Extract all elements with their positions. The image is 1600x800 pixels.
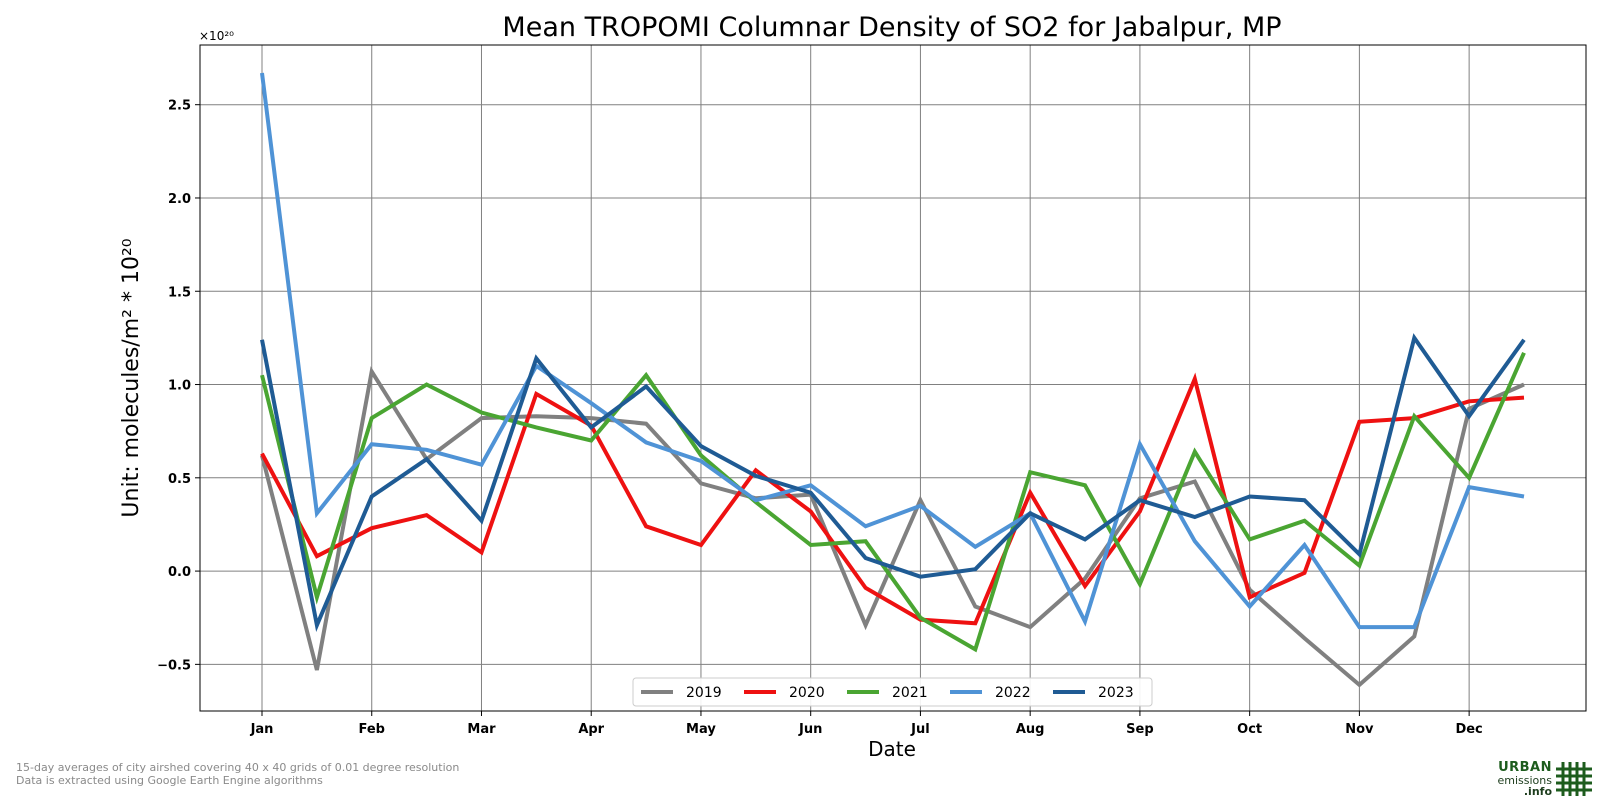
legend: 2019 2020 2021 2022 2023 bbox=[632, 677, 1153, 707]
series-line-2019 bbox=[260, 366, 1525, 688]
grid-logo-icon bbox=[1556, 762, 1592, 796]
y-tick-label: 1.5 bbox=[168, 285, 191, 300]
y-tick-label: 2.0 bbox=[168, 192, 191, 207]
y-axis: −0.5 0.0 0.5 1.0 1.5 2.0 2.5 bbox=[157, 99, 200, 673]
legend-label-2023: 2023 bbox=[1098, 685, 1134, 701]
y-tick-label: 1.0 bbox=[168, 379, 191, 394]
y-offset-label: ×10²⁰ bbox=[199, 29, 234, 43]
series-line-2023 bbox=[260, 333, 1526, 633]
plot-frame bbox=[199, 44, 1587, 712]
logo-text-1: URBAN bbox=[1498, 760, 1552, 775]
legend-label-2020: 2020 bbox=[789, 685, 825, 701]
legend-label-2022: 2022 bbox=[995, 685, 1031, 701]
logo-text-3: .info bbox=[1523, 785, 1552, 798]
series-line-2020 bbox=[260, 372, 1525, 626]
legend-box bbox=[632, 677, 1153, 707]
urban-emissions-logo: URBAN emissions .info bbox=[1492, 760, 1592, 798]
chart-title: Mean TROPOMI Columnar Density of SO2 for… bbox=[502, 12, 1281, 43]
legend-label-2021: 2021 bbox=[892, 685, 928, 701]
y-tick-label: 2.5 bbox=[168, 99, 191, 114]
x-tick-label: Feb bbox=[358, 722, 384, 737]
series-lines bbox=[260, 72, 1526, 688]
footnote-line-1: 15-day averages of city airshed covering… bbox=[16, 761, 460, 774]
series-line-2022 bbox=[260, 72, 1525, 630]
x-tick-label: Jan bbox=[250, 722, 274, 737]
grid-lines bbox=[200, 45, 1586, 711]
x-tick-label: Jun bbox=[798, 722, 822, 737]
x-tick-label: Apr bbox=[578, 722, 604, 737]
x-axis: Jan Feb Mar Apr May Jun Jul Aug Sep Oct Nov Dec bbox=[250, 711, 1483, 737]
y-tick-label: 0.5 bbox=[168, 472, 191, 487]
y-tick-label: 0.0 bbox=[168, 565, 191, 580]
series-line-2021 bbox=[260, 351, 1526, 653]
logo-text-2: emissions bbox=[1497, 774, 1553, 787]
x-tick-label: May bbox=[686, 722, 716, 737]
legend-label-2019: 2019 bbox=[686, 685, 722, 701]
x-tick-label: Mar bbox=[467, 722, 496, 737]
y-axis-label: Unit: molecules/m² * 10²⁰ bbox=[119, 238, 144, 517]
x-tick-label: Jul bbox=[910, 722, 930, 737]
y-tick-label: −0.5 bbox=[157, 658, 191, 673]
x-tick-label: Oct bbox=[1237, 722, 1262, 737]
x-tick-label: Dec bbox=[1455, 722, 1482, 737]
x-axis-label: Date bbox=[868, 737, 916, 761]
x-tick-label: Sep bbox=[1126, 722, 1154, 737]
x-tick-label: Aug bbox=[1016, 722, 1045, 737]
x-tick-label: Nov bbox=[1345, 722, 1374, 737]
footnote-line-2: Data is extracted using Google Earth Eng… bbox=[16, 774, 323, 787]
